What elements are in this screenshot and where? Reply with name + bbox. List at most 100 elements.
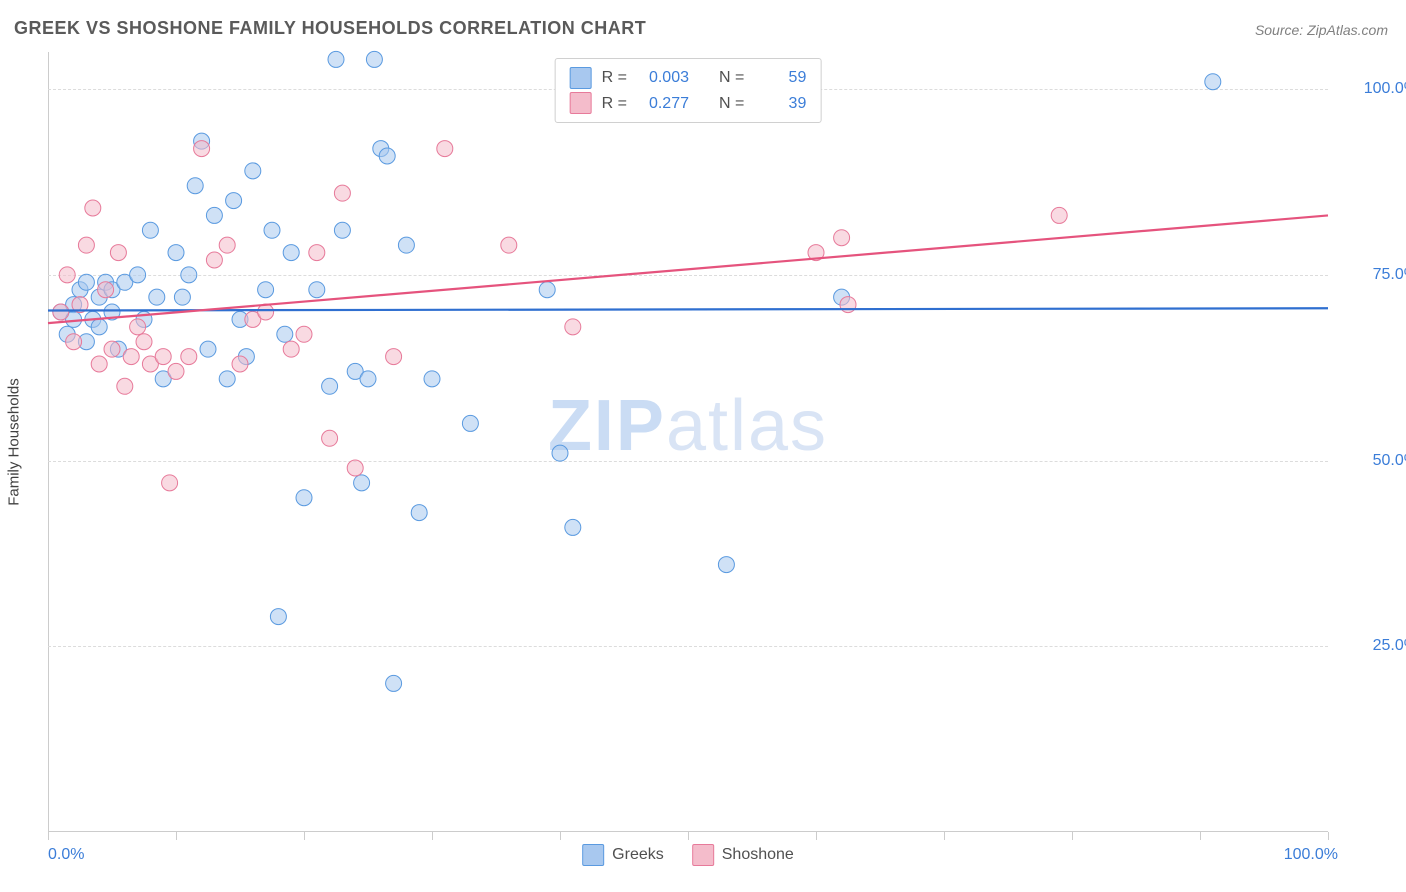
scatter-point (366, 51, 382, 67)
r-label: R = (602, 91, 627, 117)
scatter-point (328, 51, 344, 67)
plot-area: ZIPatlas 25.0%50.0%75.0%100.0% Family Ho… (48, 52, 1328, 832)
scatter-point (110, 245, 126, 261)
legend-item-greeks: Greeks (582, 844, 664, 866)
scatter-point (226, 193, 242, 209)
chart-title: GREEK VS SHOSHONE FAMILY HOUSEHOLDS CORR… (14, 18, 646, 39)
scatter-point (155, 349, 171, 365)
y-tick-label: 75.0% (1338, 266, 1406, 284)
scatter-point (66, 334, 82, 350)
scatter-point (98, 282, 114, 298)
scatter-point (85, 200, 101, 216)
r-label: R = (602, 65, 627, 91)
scatter-point (552, 445, 568, 461)
series-legend: Greeks Shoshone (582, 844, 794, 866)
y-axis-title: Family Households (6, 378, 23, 506)
legend-swatch-greeks (570, 67, 592, 89)
scatter-point (379, 148, 395, 164)
scatter-point (258, 282, 274, 298)
source-label: Source: ZipAtlas.com (1255, 22, 1388, 38)
scatter-point (309, 282, 325, 298)
r-value-shoshone: 0.277 (637, 91, 689, 117)
scatter-point (142, 222, 158, 238)
y-tick-label: 100.0% (1338, 80, 1406, 98)
scatter-point (437, 141, 453, 157)
y-tick-label: 50.0% (1338, 452, 1406, 470)
scatter-point (347, 460, 363, 476)
scatter-point (398, 237, 414, 253)
x-tick (560, 832, 561, 840)
legend-row-greeks: R = 0.003 N = 59 (570, 65, 807, 91)
x-tick (944, 832, 945, 840)
scatter-point (162, 475, 178, 491)
scatter-point (181, 267, 197, 283)
x-tick (304, 832, 305, 840)
scatter-point (232, 356, 248, 372)
scatter-point (181, 349, 197, 365)
scatter-point (1205, 74, 1221, 90)
scatter-point (283, 245, 299, 261)
scatter-point (296, 326, 312, 342)
scatter-point (334, 222, 350, 238)
correlation-legend: R = 0.003 N = 59 R = 0.277 N = 39 (555, 58, 822, 123)
scatter-point (168, 363, 184, 379)
scatter-point (386, 675, 402, 691)
swatch-shoshone (692, 844, 714, 866)
n-label: N = (719, 65, 744, 91)
legend-row-shoshone: R = 0.277 N = 39 (570, 91, 807, 117)
x-tick (48, 832, 49, 840)
x-tick (176, 832, 177, 840)
scatter-point (59, 267, 75, 283)
scatter-point (834, 230, 850, 246)
scatter-point (130, 319, 146, 335)
scatter-point (322, 378, 338, 394)
x-tick (1328, 832, 1329, 840)
legend-label-shoshone: Shoshone (722, 846, 794, 864)
scatter-point (309, 245, 325, 261)
n-value-greeks: 59 (754, 65, 806, 91)
scatter-point (123, 349, 139, 365)
scatter-point (117, 378, 133, 394)
scatter-point (283, 341, 299, 357)
trend-line (48, 308, 1328, 310)
scatter-point (411, 505, 427, 521)
x-axis-label-max: 100.0% (1284, 846, 1338, 864)
scatter-point (194, 141, 210, 157)
scatter-point (322, 430, 338, 446)
x-tick (1072, 832, 1073, 840)
scatter-point (565, 519, 581, 535)
r-value-greeks: 0.003 (637, 65, 689, 91)
scatter-point (187, 178, 203, 194)
y-tick-label: 25.0% (1338, 637, 1406, 655)
scatter-point (149, 289, 165, 305)
scatter-point (91, 356, 107, 372)
legend-item-shoshone: Shoshone (692, 844, 794, 866)
x-tick (432, 832, 433, 840)
plot-svg (48, 52, 1328, 832)
scatter-point (360, 371, 376, 387)
scatter-point (130, 267, 146, 283)
scatter-point (1051, 207, 1067, 223)
trend-line (48, 215, 1328, 323)
scatter-point (539, 282, 555, 298)
legend-label-greeks: Greeks (612, 846, 664, 864)
scatter-point (78, 274, 94, 290)
scatter-point (501, 237, 517, 253)
scatter-point (718, 557, 734, 573)
legend-swatch-shoshone (570, 92, 592, 114)
scatter-point (78, 237, 94, 253)
scatter-point (200, 341, 216, 357)
scatter-point (424, 371, 440, 387)
scatter-point (270, 609, 286, 625)
scatter-point (277, 326, 293, 342)
scatter-point (296, 490, 312, 506)
scatter-point (53, 304, 69, 320)
chart-container: GREEK VS SHOSHONE FAMILY HOUSEHOLDS CORR… (0, 0, 1406, 892)
scatter-point (206, 207, 222, 223)
n-value-shoshone: 39 (754, 91, 806, 117)
scatter-point (219, 371, 235, 387)
scatter-point (206, 252, 222, 268)
scatter-point (334, 185, 350, 201)
x-tick (816, 832, 817, 840)
swatch-greeks (582, 844, 604, 866)
